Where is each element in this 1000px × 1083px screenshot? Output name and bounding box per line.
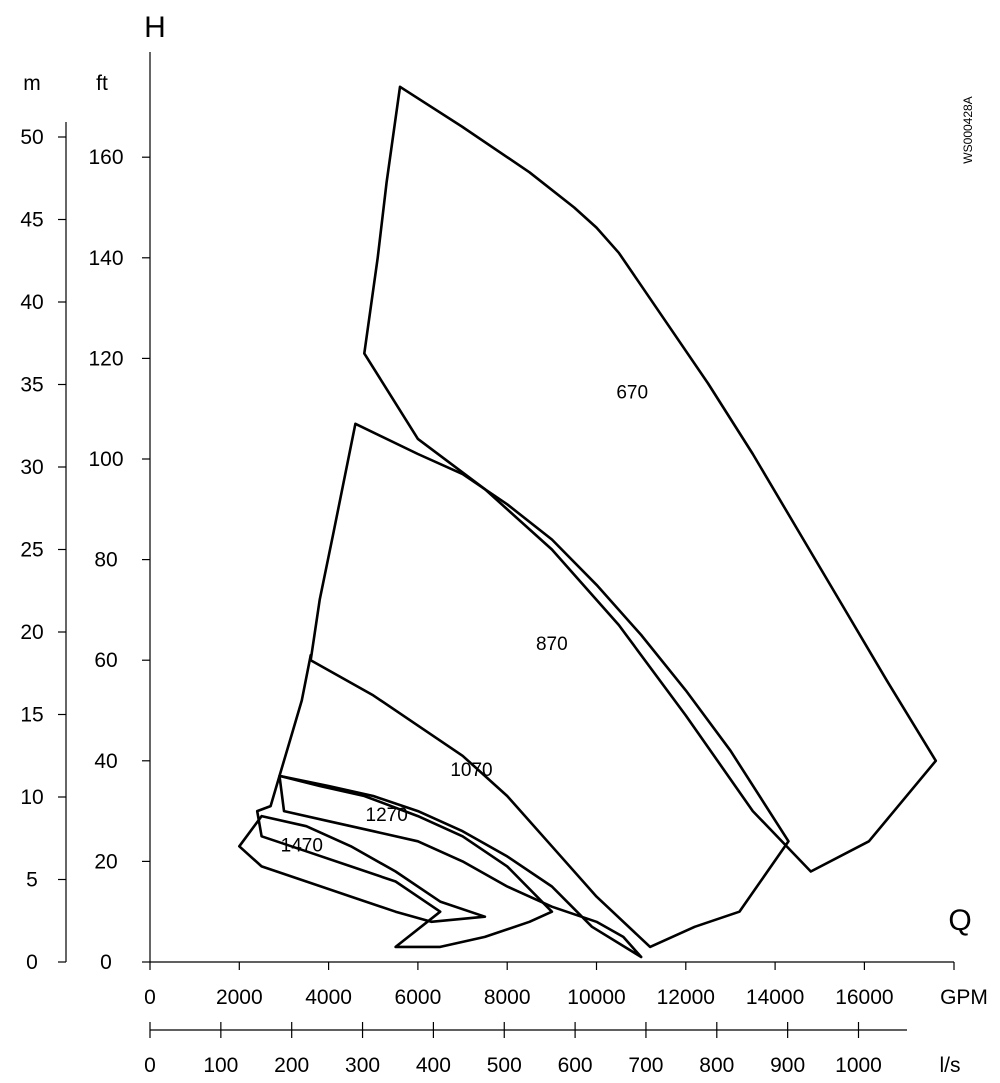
x-primary-tick-label: 10000	[567, 986, 625, 1009]
x-secondary-ticks: 0 100 200 300 400 500 600 700 800 900 1000	[144, 1022, 882, 1077]
y-metric-tick-label: 15	[20, 704, 43, 727]
x-primary-tick-label: 6000	[395, 986, 442, 1009]
y-metric-unit: m	[23, 72, 41, 95]
speed-regions	[238, 85, 938, 959]
x-primary-tick-label: 4000	[305, 986, 352, 1009]
speed-region-label-1070: 1070	[450, 760, 492, 781]
y-metric-tick-label: 10	[20, 786, 43, 809]
x-primary-ticks: 0 2000 4000 6000 8000 10000 12000 14000 16000	[144, 962, 955, 1009]
x-primary-tick-label: 12000	[657, 986, 715, 1009]
y-metric-tick-label: 45	[20, 209, 43, 232]
y-imperial-tick-label: 80	[94, 549, 117, 572]
y-imperial-ticks: 0 20 40 60 80 100 120 140 160	[88, 146, 150, 974]
x-secondary-tick-label: 500	[487, 1054, 522, 1077]
y-imperial-tick-label: 0	[100, 951, 112, 974]
y-imperial-tick-label: 100	[88, 448, 123, 471]
x-primary-tick-label: 14000	[746, 986, 804, 1009]
x-primary-tick-label: 16000	[835, 986, 893, 1009]
y-metric-tick-label: 35	[20, 374, 43, 397]
x-primary-tick-label: 2000	[216, 986, 263, 1009]
y-imperial-tick-label: 160	[88, 146, 123, 169]
x-primary-unit: GPM	[940, 986, 988, 1009]
speed-region-labels: 670 870 1070 1270 1470	[281, 383, 648, 857]
y-imperial-tick-label: 60	[94, 649, 117, 672]
x-secondary-tick-label: 1000	[835, 1054, 882, 1077]
speed-region-870	[309, 422, 790, 949]
speed-region-1470	[238, 814, 487, 924]
y-metric-tick-label: 0	[26, 951, 38, 974]
speed-region-label-1270: 1270	[366, 805, 408, 826]
x-secondary-tick-label: 800	[699, 1054, 734, 1077]
x-secondary-tick-label: 600	[558, 1054, 593, 1077]
y-metric-ticks: 0 5 10 15 20 25 30 35 40 45 50	[20, 126, 66, 974]
y-imperial-tick-label: 40	[94, 750, 117, 773]
y-metric-tick-label: 25	[20, 539, 43, 562]
y-metric-tick-label: 40	[20, 291, 43, 314]
speed-region-1270	[255, 774, 554, 949]
x-secondary-tick-label: 300	[345, 1054, 380, 1077]
x-secondary-tick-label: 900	[770, 1054, 805, 1077]
x-secondary-unit: l/s	[940, 1054, 961, 1077]
y-metric-tick-label: 20	[20, 621, 43, 644]
x-secondary-tick-label: 700	[628, 1054, 663, 1077]
y-imperial-tick-label: 140	[88, 247, 123, 270]
y-metric-tick-label: 30	[20, 456, 43, 479]
y-metric-tick-label: 50	[20, 126, 43, 149]
x-primary-tick-label: 8000	[484, 986, 531, 1009]
y-imperial-tick-label: 120	[88, 347, 123, 370]
speed-region-label-1470: 1470	[281, 835, 323, 856]
x-primary-tick-label: 0	[144, 986, 156, 1009]
y-imperial-unit: ft	[96, 72, 108, 95]
image-code: WS000428A	[961, 96, 975, 163]
x-axis-symbol: Q	[948, 904, 971, 937]
speed-region-label-870: 870	[536, 634, 568, 655]
speed-region-1070	[278, 653, 643, 959]
x-secondary-tick-label: 100	[203, 1054, 238, 1077]
y-axis-symbol: H	[144, 11, 166, 44]
y-imperial-tick-label: 20	[94, 850, 117, 873]
speed-region-label-670: 670	[616, 383, 648, 404]
x-secondary-tick-label: 200	[274, 1054, 309, 1077]
x-secondary-tick-label: 400	[416, 1054, 451, 1077]
speed-region-670	[363, 85, 938, 873]
y-metric-tick-label: 5	[26, 869, 38, 892]
x-secondary-tick-label: 0	[144, 1054, 156, 1077]
